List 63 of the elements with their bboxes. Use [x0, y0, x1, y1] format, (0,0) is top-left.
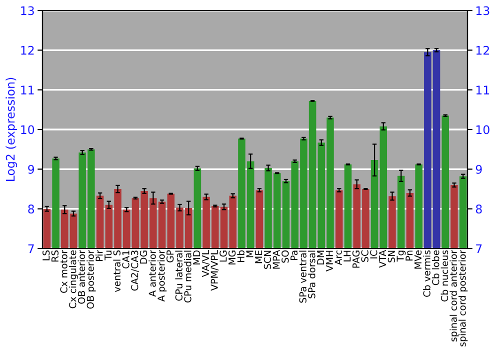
x-tick-label: DM [317, 250, 324, 264]
y2-tick-label: 10 [476, 125, 490, 134]
x-tick-label: MD [193, 250, 200, 264]
x-tick-label: Hb [237, 250, 244, 262]
y-tick-label: 12 [21, 46, 34, 55]
y2-tick-label: 13 [476, 6, 490, 16]
y-tick-label: 8 [28, 204, 34, 214]
x-tick-label: PAG [352, 250, 360, 268]
x-tick-label: spinal cord anterior [450, 250, 459, 342]
x-tick-label: RS [51, 250, 59, 262]
y-tick-label: 10 [21, 125, 34, 134]
x-tick-label: Pn [406, 250, 413, 260]
x-tick-label: Cx motor [60, 250, 68, 293]
y-tick-label: 11 [21, 86, 34, 94]
x-tick-label: Cx cingulate [68, 250, 78, 308]
x-tick-label: A posterior [157, 250, 167, 302]
y-axis-title: Log2 (expression) [6, 78, 18, 181]
x-tick-label: A anterior [148, 250, 156, 297]
x-tick-label: VMH [326, 250, 333, 272]
x-tick-label: MPA [272, 250, 280, 269]
x-tick-label: ventral S [113, 250, 120, 292]
x-tick-label: Cb lobe [432, 250, 440, 286]
x-tick-label: LG [220, 250, 227, 262]
y2-tick-label: 8 [476, 204, 482, 214]
x-tick-label: Arc [334, 250, 342, 266]
x-tick-label: Tu [104, 250, 112, 260]
x-tick-label: GP [166, 250, 174, 262]
x-tick-label: ME [255, 250, 262, 264]
x-tick-label: spinal cord posterior [458, 250, 468, 346]
y-tick-label: 9 [28, 164, 34, 174]
x-tick-label: Pa [290, 250, 298, 260]
x-tick-label: VA/VL [202, 250, 210, 278]
x-tick-label: Cb nucleus [440, 250, 448, 302]
x-tick-label: CPu medial [184, 250, 192, 303]
x-tick-label: LH [344, 250, 351, 262]
x-tick-label: VPM/VPL [210, 250, 219, 291]
x-tick-label: SN [388, 250, 395, 262]
x-tick-label: OB posterior [86, 250, 96, 309]
x-tick-label: SO [282, 250, 289, 263]
x-tick-label: VTA [379, 250, 386, 268]
x-tick-label: Tg [396, 250, 406, 262]
x-tick-label: CA1 [122, 250, 130, 268]
x-tick-label: CA2/CA3 [131, 250, 139, 291]
x-tick-label: CPu lateral [175, 250, 182, 301]
x-tick-label: SCN [264, 250, 272, 269]
x-tick-label: SPa dorsal [308, 250, 316, 298]
x-tick-label: IC [370, 250, 378, 258]
x-tick-label: SC [361, 250, 368, 262]
y2-tick-label: 7 [476, 244, 482, 253]
y-tick-label: 7 [28, 244, 34, 253]
x-tick-label: MG [228, 250, 236, 264]
x-tick-label: DG [140, 250, 148, 264]
x-tick-label: Cb vermis [423, 250, 430, 297]
y2-tick-label: 9 [476, 164, 482, 174]
x-tick-label: M [246, 250, 254, 258]
x-tick-label: SPa ventral [299, 250, 306, 303]
x-tick-label: MVe [414, 250, 422, 269]
y-tick-label: 13 [21, 6, 34, 16]
x-tick-label: OB anterior [78, 250, 86, 304]
x-tick-label: LS [42, 250, 50, 260]
y2-tick-label: 12 [476, 46, 489, 55]
y2-tick-label: 11 [476, 86, 490, 94]
x-tick-label: Pir [95, 250, 103, 261]
